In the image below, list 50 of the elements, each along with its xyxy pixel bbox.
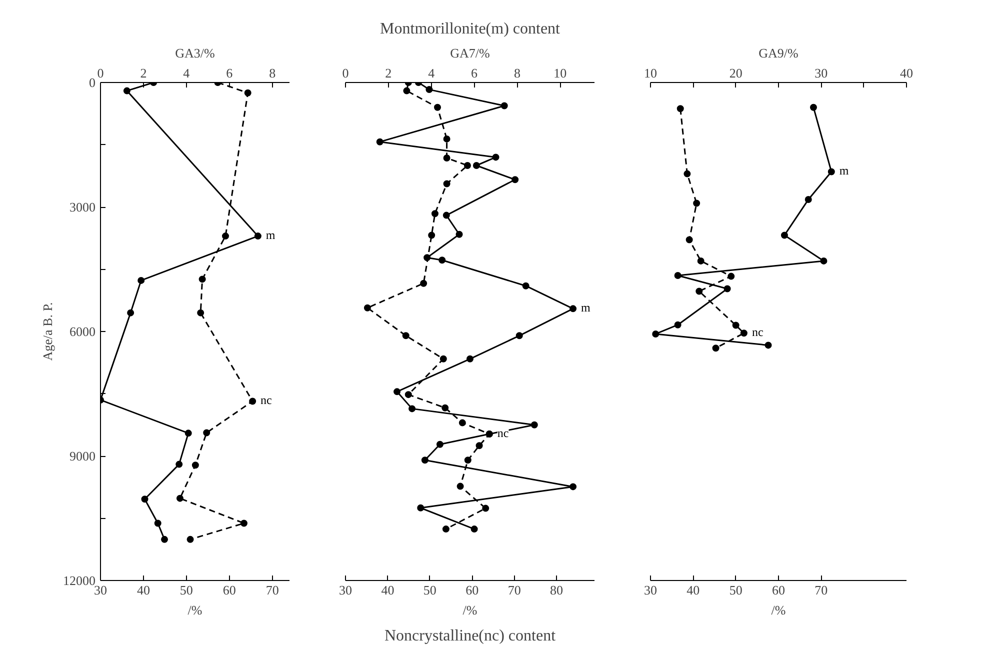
x-tick-label: 70 bbox=[814, 582, 828, 598]
x2-tick-label: 4 bbox=[428, 66, 436, 80]
y-tick-label: 12000 bbox=[63, 573, 96, 588]
x-tick-label: 30 bbox=[94, 582, 107, 598]
x-axis-title: /% bbox=[771, 602, 786, 618]
x2-tick-label: 2 bbox=[385, 66, 392, 80]
x-tick-label: 60 bbox=[222, 582, 236, 598]
x2-tick-label: 30 bbox=[814, 66, 828, 80]
x2-tick-label: 10 bbox=[644, 66, 657, 80]
x-tick-label: 50 bbox=[180, 582, 193, 598]
y-axis-title: Age/a B. P. bbox=[40, 302, 55, 361]
x2-tick-label: 40 bbox=[900, 66, 913, 80]
x-tick-label: 40 bbox=[381, 582, 394, 598]
x-tick-label: 60 bbox=[466, 582, 479, 598]
x-axis-title: /% bbox=[462, 602, 478, 618]
x2-tick-label: 8 bbox=[514, 66, 520, 80]
x2-axis-title: GA3/% bbox=[175, 46, 216, 60]
y-tick-label: 3000 bbox=[70, 200, 96, 214]
series-label: m bbox=[266, 228, 276, 242]
x2-tick-label: 4 bbox=[183, 66, 190, 80]
series-label: nc bbox=[752, 325, 764, 340]
x2-axis-title: GA7/% bbox=[450, 46, 490, 60]
x-tick-label: 30 bbox=[644, 582, 657, 598]
series-label: m bbox=[839, 164, 850, 178]
y-tick-label: 6000 bbox=[70, 324, 96, 339]
x2-tick-label: 6 bbox=[471, 66, 478, 80]
x2-tick-label: 2 bbox=[140, 66, 147, 80]
x-axis-title: /% bbox=[188, 602, 202, 618]
x-tick-label: 60 bbox=[772, 582, 785, 598]
x-tick-label: 80 bbox=[550, 582, 564, 598]
x-tick-label: 40 bbox=[686, 582, 700, 598]
x-tick-label: 50 bbox=[423, 582, 436, 598]
x-tick-label: 50 bbox=[729, 582, 742, 598]
x2-tick-label: 6 bbox=[226, 66, 234, 80]
series-label: nc bbox=[497, 426, 509, 440]
series-label: m bbox=[581, 300, 592, 315]
x2-tick-label: 10 bbox=[554, 66, 567, 80]
y-tick-label: 0 bbox=[89, 75, 96, 90]
series-label: nc bbox=[260, 393, 272, 408]
x-tick-label: 30 bbox=[339, 582, 352, 598]
x-tick-label: 70 bbox=[266, 582, 279, 598]
x2-tick-label: 8 bbox=[269, 66, 276, 80]
chart-title: Montmorillonite(m) content bbox=[380, 20, 561, 38]
x2-tick-label: 0 bbox=[342, 66, 349, 80]
text: Noncrystalline(nc) content bbox=[384, 628, 556, 644]
x-tick-label: 70 bbox=[508, 582, 521, 598]
x2-axis-title: GA9/% bbox=[758, 46, 799, 60]
x2-tick-label: 20 bbox=[729, 66, 742, 80]
x-tick-label: 40 bbox=[136, 582, 150, 598]
y-tick-label: 9000 bbox=[70, 448, 96, 464]
